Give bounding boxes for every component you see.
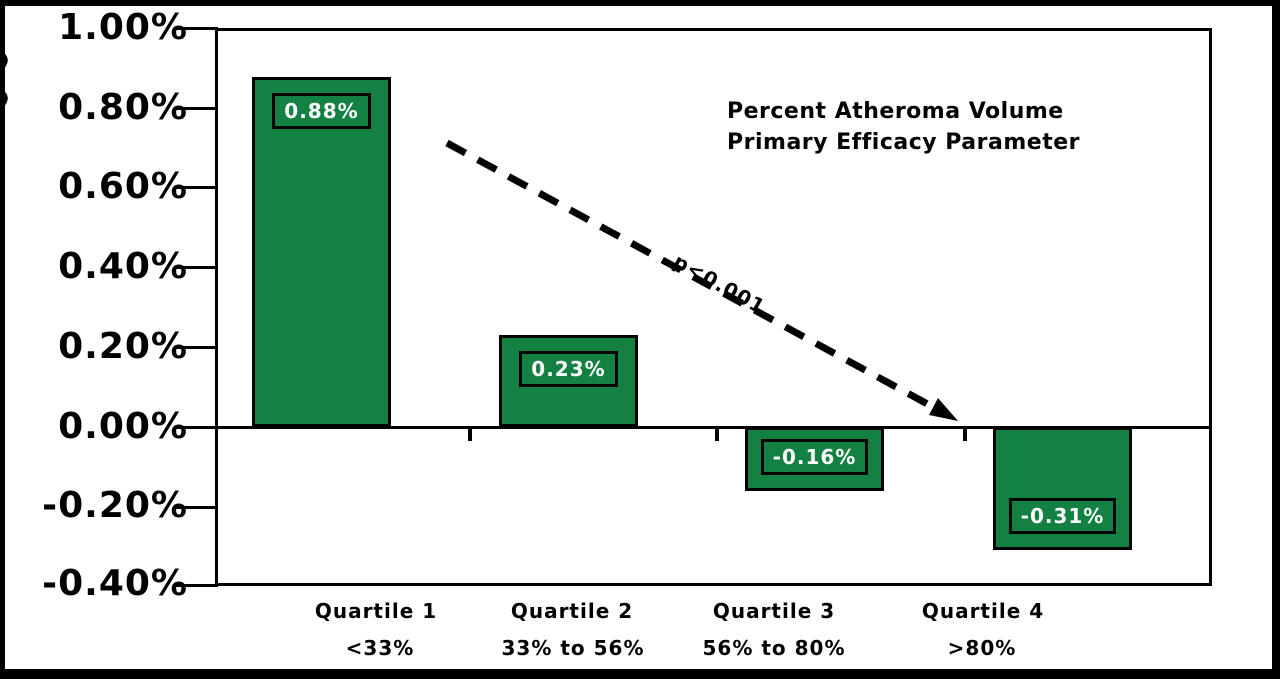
y-axis-tick-label: 0.20% xyxy=(58,326,188,367)
x-axis-label-quartile-3: Quartile 3 xyxy=(712,599,836,623)
y-axis-tick xyxy=(176,186,218,189)
bar-quartile-2: 0.23% xyxy=(499,335,638,427)
y-axis-tick xyxy=(176,346,218,349)
x-axis-range-quartile-4: >80% xyxy=(947,636,1017,660)
x-axis-tick xyxy=(963,427,967,441)
y-axis-tick-label: 0.60% xyxy=(58,166,188,207)
bar-value-label: 0.23% xyxy=(519,351,618,387)
x-axis-range-quartile-1: <33% xyxy=(345,636,415,660)
y-axis-tick xyxy=(176,584,218,587)
x-axis-label-quartile-2: Quartile 2 xyxy=(510,599,634,623)
bar-quartile-1: 0.88% xyxy=(252,77,391,427)
y-axis-tick-label: 0.40% xyxy=(58,246,188,287)
annotation-line-1: Percent Atheroma Volume xyxy=(727,99,1064,124)
y-axis-tick-label: 1.00% xyxy=(58,7,188,48)
y-axis-tick-label: -0.20% xyxy=(42,485,188,526)
x-axis-range-quartile-2: 33% to 56% xyxy=(501,636,645,660)
y-axis-tick xyxy=(176,107,218,110)
x-axis-tick xyxy=(468,427,472,441)
annotation-line-2: Primary Efficacy Parameter xyxy=(727,130,1080,155)
y-axis-tick xyxy=(176,506,218,509)
zero-baseline xyxy=(215,426,1212,429)
cropped-axis-title-fragment xyxy=(0,50,8,110)
y-axis-tick xyxy=(176,266,218,269)
y-axis-tick-label: 0.80% xyxy=(58,87,188,128)
bar-value-label: -0.16% xyxy=(760,439,869,475)
y-axis-tick xyxy=(176,27,218,30)
x-axis-label-quartile-1: Quartile 1 xyxy=(314,599,438,623)
bar-quartile-3: -0.16% xyxy=(745,427,884,491)
bar-quartile-4: -0.31% xyxy=(993,427,1132,550)
bar-value-label: -0.31% xyxy=(1008,498,1117,534)
y-axis-tick-label: -0.40% xyxy=(42,563,188,604)
y-axis-tick-label: 0.00% xyxy=(58,406,188,447)
x-axis-label-quartile-4: Quartile 4 xyxy=(921,599,1045,623)
bar-value-label: 0.88% xyxy=(272,93,371,129)
x-axis-tick xyxy=(715,427,719,441)
chart-annotation: Percent Atheroma Volume Primary Efficacy… xyxy=(727,96,1080,158)
x-axis-range-quartile-3: 56% to 80% xyxy=(702,636,846,660)
y-axis-tick xyxy=(176,426,218,429)
